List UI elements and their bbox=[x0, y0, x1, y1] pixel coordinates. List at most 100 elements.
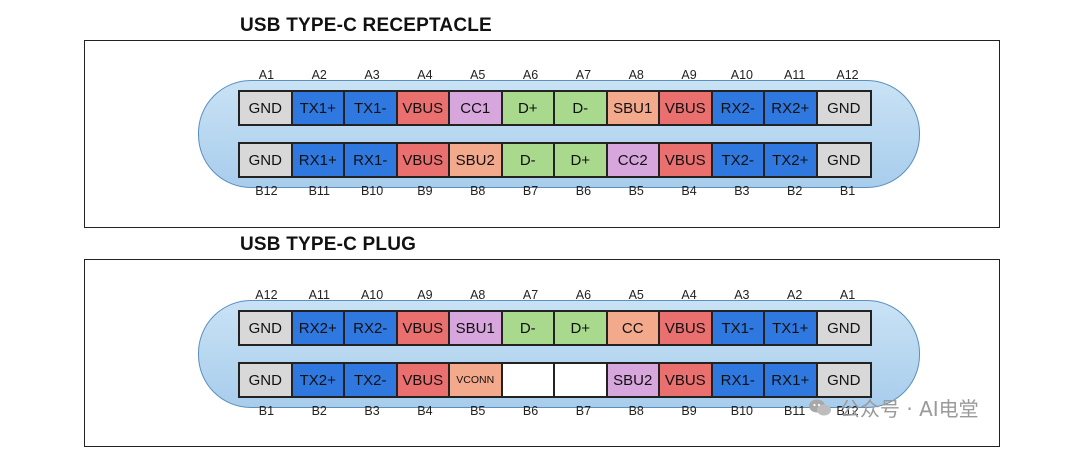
pin-cc1: CC1 bbox=[450, 92, 503, 124]
watermark: 公众号 · AI电堂 bbox=[808, 393, 979, 422]
plug-bottom-pin-row: GND TX2+ TX2- VBUS VCONN SBU2 VBUS RX1- RX1+ GND bbox=[238, 362, 872, 398]
pin-number-label: B7 bbox=[575, 404, 592, 418]
pin-number-label: A9 bbox=[417, 288, 433, 302]
pin-number-label: B1 bbox=[258, 404, 275, 418]
pin-number-label: B3 bbox=[734, 184, 750, 198]
pin-rx2: RX2+ bbox=[765, 92, 818, 124]
pin-vbus: VBUS bbox=[397, 312, 450, 344]
pin-rx1: RX1+ bbox=[292, 144, 345, 176]
pin-number-label: A4 bbox=[417, 68, 433, 82]
pin-number-label: A6 bbox=[522, 68, 539, 82]
plug-title: USB TYPE-C PLUG bbox=[240, 234, 417, 255]
pin-vbus: VBUS bbox=[660, 312, 713, 344]
pin-gnd: GND bbox=[817, 364, 870, 396]
pin-number-label: B11 bbox=[308, 184, 330, 198]
pin-number-label: B7 bbox=[522, 184, 539, 198]
pin-number-label: B6 bbox=[575, 184, 592, 198]
pin-vbus: VBUS bbox=[397, 364, 450, 396]
pin-tx2: TX2+ bbox=[292, 364, 345, 396]
receptacle-title: USB TYPE-C RECEPTACLE bbox=[240, 15, 492, 36]
pin-number-label: B3 bbox=[364, 404, 380, 418]
pin-gnd: GND bbox=[240, 144, 293, 176]
pin-d: D+ bbox=[502, 92, 555, 124]
watermark-text: 公众号 · AI电堂 bbox=[840, 397, 979, 421]
plug-bottom-labels: B1 B2 B3 B4 B5 B6 B7 B8 B9 B10 B11 B12 bbox=[240, 404, 874, 418]
pin-number-label: B6 bbox=[522, 404, 539, 418]
pin-number-label: B9 bbox=[417, 184, 433, 198]
pin-gnd: GND bbox=[240, 92, 293, 124]
plug-top-pin-row: GND RX2+ RX2- VBUS SBU1 D- D+ CC VBUS TX1- TX1+ GND bbox=[238, 310, 872, 346]
pin-number-label: A7 bbox=[522, 288, 539, 302]
receptacle-bottom-labels: B12 B11 B10 B9 B8 B7 B6 B5 B4 B3 B2 B1 bbox=[240, 184, 874, 198]
pin-number-label: B12 bbox=[836, 404, 859, 418]
pin-number-label: A11 bbox=[784, 68, 806, 82]
pin-vbus: VBUS bbox=[660, 364, 713, 396]
pin-number-label: B4 bbox=[681, 184, 697, 198]
pin-number-label: A3 bbox=[734, 288, 750, 302]
pin-vconn: VCONN bbox=[450, 364, 503, 396]
pin-number-label: A3 bbox=[364, 68, 380, 82]
pin-d: D- bbox=[555, 92, 608, 124]
pin-rx2: RX2- bbox=[712, 92, 765, 124]
pin-tx2: TX2- bbox=[345, 364, 398, 396]
pin-number-label: A10 bbox=[730, 68, 753, 82]
pin-number-label: A2 bbox=[311, 68, 327, 82]
pin-number-label: A8 bbox=[470, 288, 486, 302]
pin-vbus: VBUS bbox=[660, 92, 713, 124]
pin-d: D+ bbox=[555, 144, 608, 176]
pin-number-label: A12 bbox=[255, 288, 278, 302]
pin-gnd: GND bbox=[240, 364, 293, 396]
pin-d: D- bbox=[502, 312, 555, 344]
pin-rx2: RX2+ bbox=[292, 312, 345, 344]
pin-number-label: A1 bbox=[839, 288, 856, 302]
pin-sbu1: SBU1 bbox=[607, 92, 660, 124]
pin-vbus: VBUS bbox=[397, 144, 450, 176]
pin-number-label: A4 bbox=[681, 288, 697, 302]
pin-gnd: GND bbox=[817, 144, 870, 176]
pin-d: D+ bbox=[555, 312, 608, 344]
pin-gnd: GND bbox=[240, 312, 293, 344]
pin-number-label: B11 bbox=[784, 404, 806, 418]
pin-empty bbox=[555, 364, 608, 396]
pin-number-label: A5 bbox=[470, 68, 486, 82]
pin-sbu2: SBU2 bbox=[450, 144, 503, 176]
pin-number-label: A5 bbox=[628, 288, 644, 302]
pin-sbu2: SBU2 bbox=[607, 364, 660, 396]
pin-vbus: VBUS bbox=[397, 92, 450, 124]
receptacle-top-pin-row: GND TX1+ TX1- VBUS CC1 D+ D- SBU1 VBUS RX2- RX2+ GN… bbox=[238, 90, 872, 126]
pin-rx1: RX1+ bbox=[765, 364, 818, 396]
pin-cc2: CC2 bbox=[607, 144, 660, 176]
pin-sbu1: SBU1 bbox=[450, 312, 503, 344]
pin-number-label: B9 bbox=[681, 404, 697, 418]
pin-number-label: A9 bbox=[681, 68, 697, 82]
pin-rx2: RX2- bbox=[345, 312, 398, 344]
pin-number-label: A6 bbox=[575, 288, 592, 302]
pin-number-label: B10 bbox=[360, 184, 384, 198]
pin-rx1: RX1- bbox=[345, 144, 398, 176]
pin-number-label: A1 bbox=[258, 68, 275, 82]
pin-number-label: A2 bbox=[787, 288, 803, 302]
receptacle-top-labels: A1 A2 A3 A4 A5 A6 A7 A8 A9 A10 A11 A12 bbox=[240, 68, 874, 82]
pin-number-label: A11 bbox=[308, 288, 330, 302]
pin-cc: CC bbox=[607, 312, 660, 344]
pin-number-label: B12 bbox=[255, 184, 278, 198]
pin-number-label: A10 bbox=[360, 288, 384, 302]
pin-tx2: TX2- bbox=[712, 144, 765, 176]
pin-rx1: RX1- bbox=[712, 364, 765, 396]
pin-number-label: B8 bbox=[470, 184, 486, 198]
pin-number-label: B4 bbox=[417, 404, 433, 418]
pin-number-label: B10 bbox=[730, 404, 753, 418]
wechat-icon bbox=[808, 398, 832, 418]
receptacle-bottom-pin-row: GND RX1+ RX1- VBUS SBU2 D- D+ CC2 VBUS TX2- TX2+ GN… bbox=[238, 142, 872, 178]
pin-number-label: B2 bbox=[787, 184, 803, 198]
pin-tx1: TX1+ bbox=[765, 312, 818, 344]
pin-tx1: TX1- bbox=[712, 312, 765, 344]
pin-tx1: TX1- bbox=[345, 92, 398, 124]
pin-number-label: A8 bbox=[628, 68, 644, 82]
pin-number-label: B5 bbox=[628, 184, 644, 198]
pin-empty bbox=[502, 364, 555, 396]
pin-vbus: VBUS bbox=[660, 144, 713, 176]
pin-number-label: B5 bbox=[470, 404, 486, 418]
pin-number-label: B2 bbox=[311, 404, 327, 418]
pin-gnd: GND bbox=[817, 312, 870, 344]
